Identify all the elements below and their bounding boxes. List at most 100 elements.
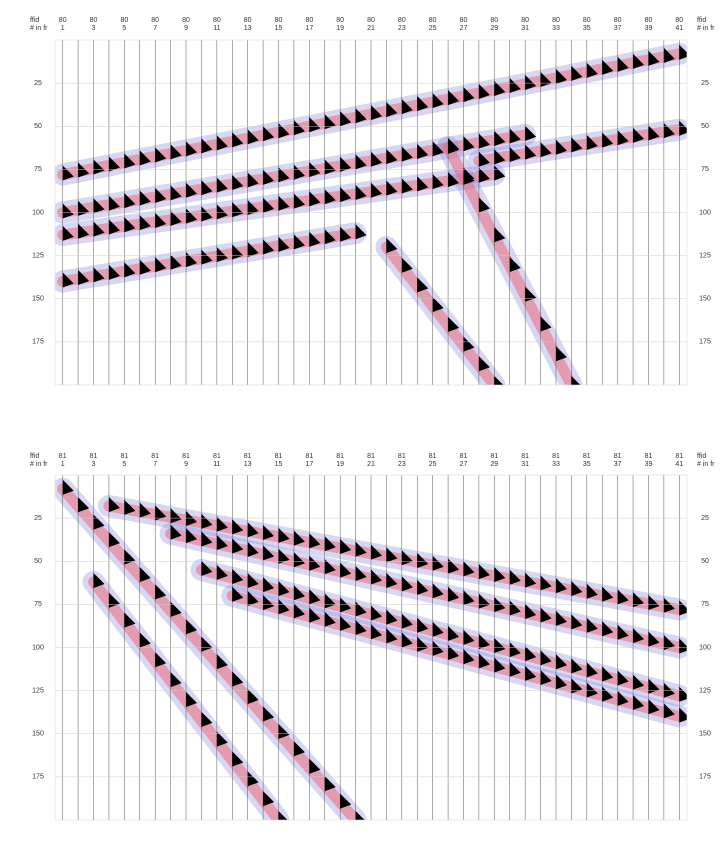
wiggle-peak bbox=[602, 666, 614, 682]
channel-label: 39 bbox=[645, 461, 653, 468]
channel-label: 7 bbox=[153, 461, 157, 468]
wiggle-peak bbox=[401, 576, 413, 592]
channel-label: 33 bbox=[552, 461, 560, 468]
wiggle-peak bbox=[355, 620, 367, 636]
wiggle-peak bbox=[278, 123, 290, 139]
wiggle-peak bbox=[309, 117, 321, 133]
wiggle-peak bbox=[139, 215, 151, 231]
wiggle-peak bbox=[602, 59, 614, 75]
wiggle-peak bbox=[509, 569, 521, 585]
y-tick-label: 75 bbox=[701, 166, 709, 173]
wiggle-peak bbox=[155, 584, 167, 600]
y-tick-label: 50 bbox=[34, 558, 42, 565]
wiggle-peak bbox=[216, 564, 228, 580]
wiggle-peak bbox=[663, 123, 675, 139]
wiggle-peak bbox=[401, 632, 413, 648]
wiggle-peak bbox=[417, 143, 429, 159]
wiggle-peak bbox=[509, 146, 521, 162]
wiggle-peak bbox=[216, 135, 228, 151]
channel-label: 27 bbox=[460, 461, 468, 468]
wiggle-peak bbox=[340, 597, 352, 613]
ffid-label: 81 bbox=[429, 453, 437, 460]
wiggle-peak bbox=[324, 189, 336, 205]
wiggle-peak bbox=[386, 102, 398, 118]
wiggle-peak bbox=[648, 125, 660, 141]
wiggle-peak bbox=[340, 226, 352, 242]
ffid-label: 80 bbox=[583, 17, 591, 24]
y-tick-label: 150 bbox=[32, 731, 44, 738]
wiggle-peak bbox=[617, 690, 629, 706]
wiggle-peak bbox=[494, 227, 506, 243]
ffid-label: 81 bbox=[90, 453, 98, 460]
wiggle-peak bbox=[417, 277, 429, 293]
wiggle-peak bbox=[340, 156, 352, 172]
wiggle-peak bbox=[494, 638, 506, 654]
ffid-label: 80 bbox=[90, 17, 98, 24]
wiggle-peak bbox=[170, 185, 182, 201]
wiggle-peak bbox=[586, 583, 598, 599]
y-tick-label: 100 bbox=[32, 644, 44, 651]
wiggle-peak bbox=[602, 586, 614, 602]
y-tick-label: 125 bbox=[32, 252, 44, 259]
y-tick-label: 175 bbox=[699, 774, 711, 781]
wiggle-peak bbox=[463, 590, 475, 606]
wiggle-peak bbox=[293, 530, 305, 546]
wiggle-peak bbox=[340, 793, 352, 809]
ffid-label: 81 bbox=[490, 453, 498, 460]
y-tick-label: 150 bbox=[699, 296, 711, 303]
wiggle-peak bbox=[309, 758, 321, 774]
wiggle-peak bbox=[617, 56, 629, 72]
wiggle-peak bbox=[293, 120, 305, 136]
wiggle-peak bbox=[432, 297, 444, 313]
channel-label: 3 bbox=[92, 25, 96, 32]
wiggle-peak bbox=[663, 47, 675, 63]
y-tick-label: 125 bbox=[32, 687, 44, 694]
wiggle-peak bbox=[432, 141, 444, 157]
wiggle-peak bbox=[463, 167, 475, 183]
wiggle-peak bbox=[478, 151, 490, 167]
wiggle-peak bbox=[108, 532, 120, 548]
ffid-label: 80 bbox=[521, 17, 529, 24]
plot-area bbox=[55, 40, 687, 385]
wiggle-peak bbox=[386, 572, 398, 588]
wiggle-peak bbox=[355, 154, 367, 170]
wiggle-peak bbox=[293, 164, 305, 180]
wiggle-peak bbox=[247, 522, 259, 538]
wiggle-peak bbox=[124, 262, 136, 278]
wiggle-peak bbox=[278, 811, 288, 820]
channel-label: 19 bbox=[336, 461, 344, 468]
y-tick-label: 100 bbox=[699, 644, 711, 651]
ffid-label: 81 bbox=[552, 453, 560, 460]
wiggle-peak bbox=[617, 589, 629, 605]
wiggle-peak bbox=[432, 640, 444, 656]
wiggle-peak bbox=[340, 562, 352, 578]
channel-label: 9 bbox=[184, 461, 188, 468]
y-tick-label: 175 bbox=[32, 339, 44, 346]
wiggle-peak bbox=[263, 126, 275, 142]
wiggle-peak bbox=[478, 564, 490, 580]
wiggle-peak bbox=[648, 631, 660, 647]
wiggle-peak bbox=[139, 502, 151, 518]
ffid-label: 81 bbox=[675, 453, 683, 460]
channel-label: 3 bbox=[92, 461, 96, 468]
ffid-label: 80 bbox=[120, 17, 128, 24]
wiggle-peak bbox=[93, 159, 105, 175]
wiggle-peak bbox=[247, 590, 259, 606]
wiggle-peak bbox=[62, 225, 74, 241]
header-label: ffid bbox=[697, 17, 706, 24]
wiggle-peak bbox=[232, 519, 244, 535]
wiggle-peak bbox=[663, 597, 675, 613]
wiggle-peak bbox=[555, 654, 567, 670]
wiggle-peak bbox=[216, 535, 228, 550]
wiggle-peak bbox=[201, 711, 213, 727]
ffid-label: 80 bbox=[151, 17, 159, 24]
y-tick-label: 50 bbox=[701, 123, 709, 130]
ffid-label: 81 bbox=[305, 453, 313, 460]
panel: ffid ffid# in fr # in fr801803805807809801… bbox=[30, 17, 715, 386]
wiggle-peak bbox=[509, 128, 521, 144]
wiggle-peak bbox=[679, 120, 687, 136]
channel-label: 19 bbox=[336, 25, 344, 32]
y-tick-label: 25 bbox=[701, 80, 709, 87]
wiggle-peak bbox=[278, 548, 290, 564]
wiggle-peak bbox=[679, 638, 687, 654]
